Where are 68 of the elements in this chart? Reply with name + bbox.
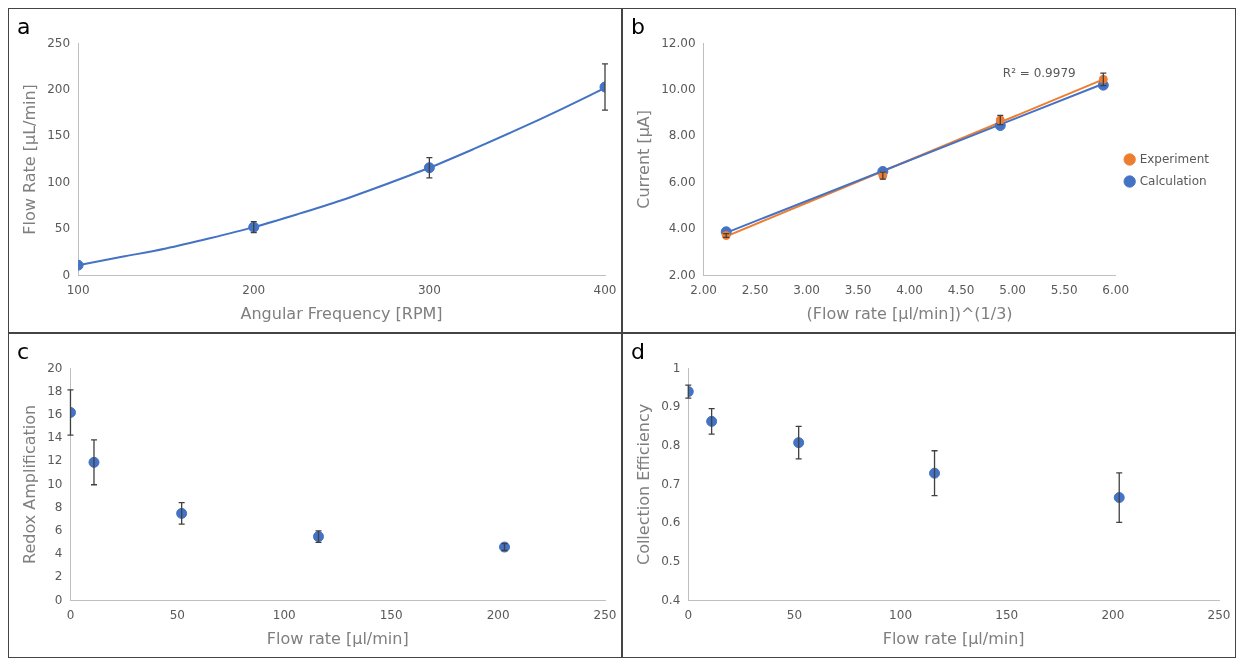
chart-title: d [631, 338, 645, 364]
x-tick-label: 100 [272, 607, 296, 622]
y-tick-label: 10.00 [661, 81, 696, 96]
y-tick-label: 8 [54, 499, 63, 514]
y-axis-title: Current [µA] [633, 110, 653, 209]
y-tick-label: 10 [47, 476, 63, 491]
x-tick-label: 150 [379, 607, 403, 622]
y-tick-label: 150 [47, 128, 71, 143]
x-axis-title: Flow rate [µl/min] [882, 628, 1025, 648]
x-tick-label: 200 [1101, 607, 1125, 622]
chart-title: c [17, 338, 30, 364]
y-tick-label: 20 [47, 360, 63, 375]
y-tick-label: 0 [54, 592, 63, 607]
y-tick-label: 0.7 [661, 476, 681, 491]
x-tick-label: 3.50 [844, 282, 872, 297]
x-tick-label: 100 [66, 282, 90, 297]
x-tick-label: 250 [593, 607, 617, 622]
y-tick-label: 1 [672, 360, 681, 375]
x-tick-label: 300 [417, 282, 441, 297]
x-tick-label: 250 [1207, 607, 1231, 622]
x-tick-label: 2.50 [741, 282, 769, 297]
y-axis-title: Collection Efficiency [633, 403, 653, 566]
x-tick-label: 150 [995, 607, 1019, 622]
x-tick-label: 2.00 [690, 282, 717, 297]
y-tick-label: 100 [47, 174, 71, 189]
y-tick-label: 200 [47, 81, 71, 96]
legend-label: Experiment [1139, 151, 1210, 166]
chart-title: a [17, 13, 31, 39]
y-tick-label: 0.4 [661, 592, 681, 607]
x-tick-label: 4.50 [947, 282, 975, 297]
y-tick-label: 250 [47, 35, 71, 50]
x-tick-label: 3.00 [793, 282, 820, 297]
legend-label: Calculation [1139, 173, 1207, 188]
y-axis-title: Redox Amplification [19, 404, 39, 564]
x-axis-title: Angular Frequency [RPM] [240, 303, 443, 323]
annotation: R² = 0.9979 [1002, 66, 1076, 81]
y-tick-label: 0.5 [661, 553, 681, 568]
y-tick-label: 2 [54, 569, 63, 584]
y-tick-label: 12.00 [661, 35, 696, 50]
x-tick-label: 50 [786, 607, 803, 622]
x-tick-label: 5.50 [1050, 282, 1078, 297]
y-tick-label: 4 [54, 546, 63, 561]
y-tick-label: 0.6 [661, 515, 681, 530]
x-tick-label: 100 [889, 607, 913, 622]
x-tick-label: 200 [242, 282, 266, 297]
y-tick-label: 18 [47, 383, 63, 398]
x-tick-label: 50 [169, 607, 186, 622]
x-tick-label: 400 [593, 282, 617, 297]
y-axis-title: Flow Rate [µL/min] [19, 84, 39, 235]
x-axis-title: Flow rate [µl/min] [266, 628, 409, 648]
y-tick-label: 0.9 [661, 399, 681, 414]
y-tick-label: 4.00 [668, 221, 696, 236]
y-tick-label: 6.00 [668, 174, 696, 189]
x-tick-label: 200 [486, 607, 510, 622]
x-tick-label: 6.00 [1102, 282, 1130, 297]
y-tick-label: 12 [47, 453, 63, 468]
x-axis-title: (Flow rate [µl/min])^(1/3) [806, 303, 1013, 323]
y-tick-label: 0 [62, 267, 71, 282]
y-tick-label: 6 [54, 522, 63, 537]
y-tick-label: 14 [47, 430, 63, 445]
y-tick-label: 0.8 [661, 437, 681, 452]
y-tick-label: 2.00 [668, 267, 696, 282]
x-tick-label: 4.00 [896, 282, 923, 297]
y-tick-label: 8.00 [668, 128, 696, 143]
x-tick-label: 5.00 [999, 282, 1026, 297]
chart-title: b [631, 13, 645, 39]
y-tick-label: 16 [47, 406, 63, 421]
y-tick-label: 50 [54, 221, 71, 236]
